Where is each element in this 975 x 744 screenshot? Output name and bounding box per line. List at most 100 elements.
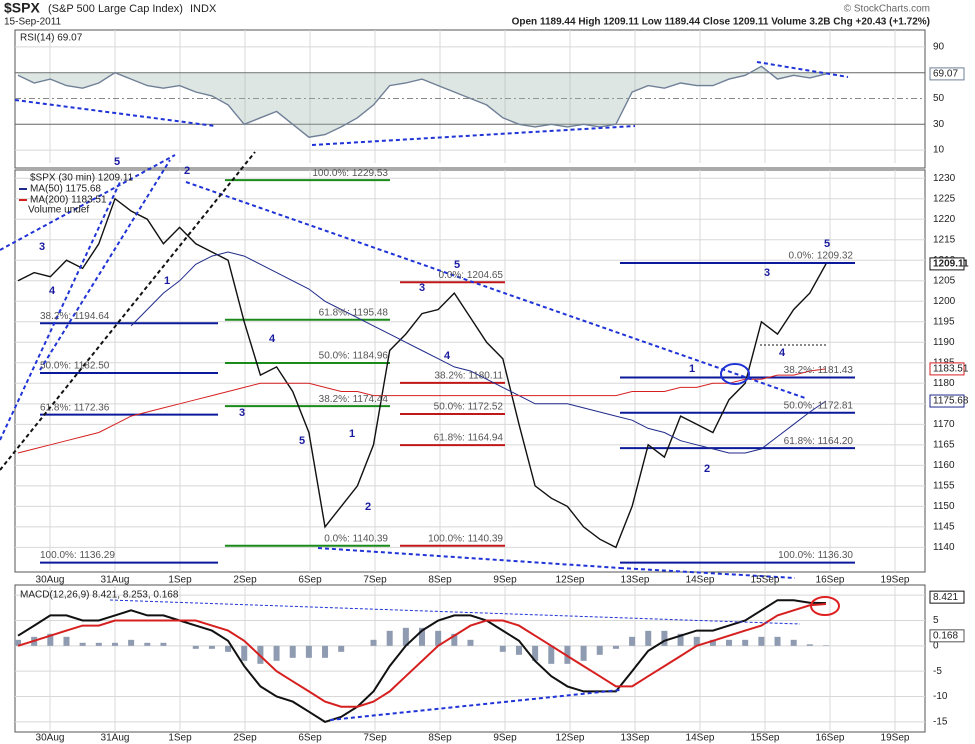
histogram-bar — [322, 645, 329, 658]
histogram-bar — [370, 639, 377, 646]
histogram-bar — [241, 645, 248, 661]
histogram-bar — [823, 645, 829, 646]
histogram-bar — [742, 639, 749, 646]
histogram-bar — [128, 639, 135, 646]
histogram-bar — [790, 639, 797, 646]
x-tick-label: 16Sep — [816, 575, 845, 586]
y-tick-label: 1220 — [933, 214, 956, 225]
histogram-bar — [386, 630, 393, 646]
trendline — [109, 599, 801, 625]
x-tick-label: 15Sep — [751, 575, 780, 586]
series-line — [17, 368, 827, 454]
fib-label: 50.0%: 1172.81 — [784, 400, 854, 411]
fib-label: 38.2%: 1174.44 — [319, 394, 389, 405]
fib-label: 38.2%: 1181.43 — [784, 365, 854, 376]
wave-label: 4 — [49, 285, 56, 297]
wave-label: 1 — [164, 275, 170, 287]
fib-label: 50.0%: 1184.96 — [319, 351, 389, 362]
wave-label: 5 — [454, 259, 460, 271]
histogram-bar — [467, 639, 474, 646]
wave-label: 4 — [444, 350, 451, 362]
macd-panel — [14, 584, 926, 733]
legend-entry: MA(50) 1175.68 — [30, 184, 101, 195]
x-tick-label: 14Sep — [686, 575, 715, 586]
y-tick-label: -10 — [933, 691, 948, 702]
y-tick-label: 1140 — [933, 542, 955, 553]
value-tag — [929, 67, 965, 81]
credit: © StockCharts.com — [844, 4, 930, 15]
y-tick-label: 1215 — [933, 234, 956, 245]
fib-label: 100.0%: 1229.53 — [312, 168, 388, 179]
trendline — [39, 159, 171, 371]
fib-label: 61.8%: 1195.48 — [319, 307, 389, 318]
x-tick-label: 19Sep — [881, 733, 910, 744]
x-tick-label: 13Sep — [621, 575, 650, 586]
trendline — [311, 125, 636, 146]
x-tick-label: 14Sep — [686, 733, 715, 744]
trendline — [317, 547, 621, 569]
x-tick-label: 12Sep — [556, 575, 585, 586]
histogram-bar — [15, 639, 21, 646]
wave-label: 5 — [824, 238, 830, 250]
value-tag-label: 1175.68 — [933, 396, 969, 407]
histogram-bar — [758, 636, 765, 646]
value-tag — [929, 257, 965, 271]
y-tick-label: 1155 — [933, 480, 955, 491]
histogram-bar — [532, 645, 539, 661]
macd-title: MACD(12,26,9) 8.421, 8.253, 0.168 — [20, 590, 179, 601]
y-tick-label: 50 — [933, 93, 945, 104]
histogram-bar — [806, 644, 813, 646]
x-tick-label: 2Sep — [233, 575, 257, 586]
histogram-bar — [515, 645, 522, 655]
trendlines — [0, 61, 849, 721]
y-tick-label: 10 — [933, 145, 945, 156]
y-tick-label: 1190 — [933, 337, 955, 348]
x-tick-label: 30Aug — [36, 575, 65, 586]
y-tick-label: 1195 — [933, 316, 955, 327]
x-tick-label: 1Sep — [168, 575, 192, 586]
fib-label: 38.2%: 1180.11 — [434, 370, 503, 381]
histogram-bar — [499, 645, 506, 652]
x-tick-label: 30Aug — [36, 733, 65, 744]
value-tag-label: 69.07 — [933, 69, 958, 80]
trendline — [14, 99, 216, 127]
y-tick-label: 1200 — [933, 296, 956, 307]
histogram-bar — [79, 642, 86, 646]
value-tag — [929, 394, 965, 408]
trendline — [0, 154, 176, 251]
wave-label: 3 — [239, 407, 245, 419]
value-tag — [929, 590, 965, 604]
histogram-bar — [596, 645, 603, 655]
symbol: $SPX — [4, 0, 40, 16]
highlight-circle — [720, 363, 750, 385]
x-tick-label: 31Aug — [101, 575, 130, 586]
x-tick-label: 8Sep — [428, 575, 452, 586]
y-tick-label: 1170 — [933, 419, 955, 430]
x-tick-label: 6Sep — [298, 575, 322, 586]
histogram-bar — [111, 642, 118, 646]
fib-label: 38.2%: 1194.64 — [40, 311, 110, 322]
y-tick-label: 1225 — [933, 193, 956, 204]
fib-label: 61.8%: 1164.20 — [784, 436, 854, 447]
value-tag — [929, 362, 965, 376]
x-tick-label: 9Sep — [493, 575, 517, 586]
quote: Open 1189.44 High 1209.11 Low 1189.44 Cl… — [512, 17, 930, 28]
y-tick-label: 1145 — [933, 522, 955, 533]
wave-label: 1 — [349, 428, 355, 440]
rsi-area — [18, 66, 826, 138]
wave-label: 2 — [184, 165, 190, 177]
x-tick-label: 1Sep — [168, 733, 192, 744]
y-tick-label: -5 — [933, 666, 942, 677]
histogram-bar — [645, 630, 652, 646]
legend-entry: Volume undef — [28, 205, 89, 216]
x-tick-label: 8Sep — [428, 733, 452, 744]
y-tick-label: 5 — [933, 615, 939, 626]
histogram-bar — [63, 636, 70, 646]
histogram-bar — [612, 645, 619, 649]
histogram-bar — [192, 645, 199, 649]
x-tick-label: 16Sep — [816, 733, 845, 744]
y-tick-label: 1165 — [933, 439, 955, 450]
histogram-bar — [629, 636, 636, 646]
date: 15-Sep-2011 — [4, 17, 62, 28]
x-tick-label: 31Aug — [101, 733, 130, 744]
